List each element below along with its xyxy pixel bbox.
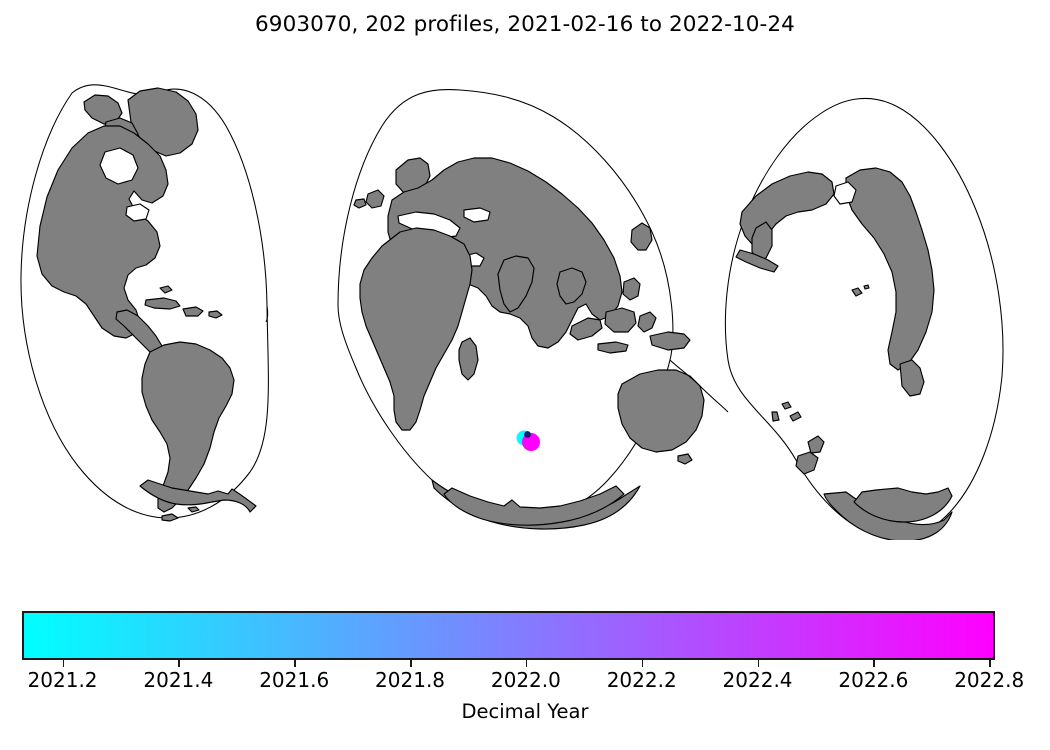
colorbar-tick-mark [989, 660, 991, 667]
land-black-caspian-void [463, 207, 491, 223]
land-philippines [622, 277, 641, 301]
float-position-markers [516, 430, 540, 451]
land-borneo [604, 307, 637, 333]
land-ireland [353, 198, 367, 209]
colorbar-gradient[interactable] [22, 611, 995, 660]
land-new-guinea [649, 331, 691, 351]
land-north-america [36, 125, 169, 339]
land-great-lakes-void [125, 203, 150, 222]
land-tierra-del-fuego [161, 513, 179, 522]
land-aleutians [735, 249, 779, 273]
colorbar-tick-label: 2022.6 [838, 668, 909, 692]
colorbar-tick-label: 2021.8 [375, 668, 446, 692]
land-hawaii [851, 287, 863, 297]
page-title: 6903070, 202 profiles, 2021-02-16 to 202… [255, 12, 795, 37]
land-baja-west-coast [899, 359, 925, 397]
land-arctic-islands [83, 94, 123, 125]
land-hispaniola [182, 306, 204, 317]
land-bering-void [833, 181, 857, 205]
land-java [597, 341, 629, 354]
land-fiji [781, 401, 792, 410]
land-cuba [144, 297, 181, 310]
land-mediterranean-void [397, 211, 461, 239]
land-new-zealand-north [807, 435, 825, 454]
colorbar-tick-mark [757, 660, 760, 667]
colorbar-tick-mark [641, 660, 644, 667]
colorbar-tick-mark [294, 660, 296, 667]
land-new-caledonia [789, 411, 802, 422]
land-india [497, 255, 535, 313]
colorbar-tick-marks [22, 660, 995, 668]
land-hudson-bay-void [99, 147, 139, 185]
map-lobe-pacific [669, 97, 1004, 540]
colorbar-tick-label: 2021.4 [143, 668, 214, 692]
land-antarctica-central-shelf [443, 485, 625, 526]
colorbar-tick-label: 2021.2 [27, 668, 98, 692]
map-lobe-afro-eurasia [265, 89, 705, 530]
land-hawaii-small [863, 284, 870, 290]
colorbar-tick-mark [410, 660, 412, 667]
lobe-outline-pacific [724, 97, 1004, 540]
colorbar-tick-label: 2022.0 [490, 668, 561, 692]
lobe-interruption-line [265, 305, 269, 323]
land-madagascar [458, 337, 479, 381]
map-lobe-americas [20, 84, 269, 522]
land-new-zealand-south [795, 451, 819, 475]
colorbar-tick-mark [873, 660, 875, 667]
land-uk [365, 189, 385, 209]
colorbar-tick-labels: 2021.2 2021.4 2021.6 2021.8 2022.0 2022.2 2022… [0, 668, 1050, 698]
land-kamchatka [751, 221, 773, 261]
colorbar-panel: 2021.2 2021.4 2021.6 2021.8 2022.0 2022.2 2022… [0, 600, 1050, 750]
land-sumatra [569, 317, 603, 341]
colorbar-tick-mark [178, 660, 180, 667]
colorbar-tick-mark [525, 660, 528, 667]
land-australia [617, 369, 705, 453]
map-panel [0, 60, 1050, 540]
colorbar-tick-mark [62, 660, 65, 667]
land-antarctica-west [139, 479, 257, 513]
land-indochina [556, 267, 587, 305]
land-bahamas [159, 285, 173, 294]
world-map-svg [20, 84, 1004, 540]
float-marker-mid [524, 431, 531, 438]
colorbar-tick-label: 2022.4 [722, 668, 793, 692]
lobe-interruption-line-2 [669, 359, 729, 413]
colorbar-axis-label: Decimal Year [461, 700, 589, 723]
lobe-outline-americas [20, 84, 269, 519]
land-sulawesi [637, 311, 657, 333]
colorbar-tick-label: 2022.8 [954, 668, 1025, 692]
land-tasmania [677, 453, 693, 465]
land-falklands [187, 506, 200, 513]
land-vanuatu [771, 411, 780, 422]
colorbar-tick-label: 2021.6 [259, 668, 330, 692]
land-japan [630, 222, 653, 251]
land-antilles [208, 310, 223, 319]
colorbar-tick-label: 2022.2 [606, 668, 677, 692]
land-alaska [845, 167, 935, 371]
land-antarctica-east-shelf [853, 487, 953, 523]
land-africa [359, 227, 473, 431]
